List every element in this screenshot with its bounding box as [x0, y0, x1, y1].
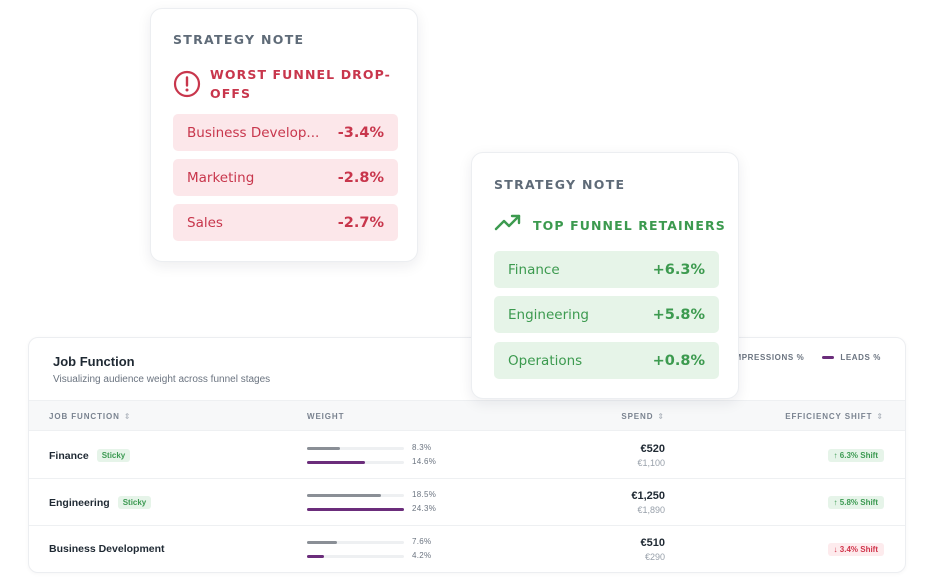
job-function-name: Business Development: [49, 543, 165, 555]
column-header-label: EFFICIENCY SHIFT: [785, 412, 873, 421]
legend-swatch-leads: [822, 356, 835, 359]
alert-circle-icon: [173, 70, 201, 103]
impressions-bar-line: 8.3%: [307, 442, 467, 456]
sticky-badge: Sticky: [117, 496, 152, 509]
leads-bar-line: 4.2%: [307, 550, 467, 564]
impressions-bar: [307, 494, 381, 497]
spend-secondary-value: €1,890: [637, 505, 665, 515]
leads-value: 14.6%: [412, 457, 437, 466]
column-header-label: SPEND: [621, 412, 654, 421]
note-list-item[interactable]: Finance +6.3%: [494, 251, 719, 288]
spend-cell: €510 €290: [641, 537, 665, 562]
table-subtitle: Visualizing audience weight across funne…: [53, 374, 271, 385]
impressions-value: 18.5%: [412, 490, 437, 499]
leads-value: 4.2%: [412, 551, 432, 560]
table-row[interactable]: Business Development 7.6% 4.2% €510 €290 ↓ 3.…: [29, 526, 905, 572]
job-function-name: Finance: [49, 449, 89, 462]
note-item-label: Business Develop...: [187, 124, 320, 141]
note-eyebrow: STRATEGY NOTE: [173, 32, 305, 47]
column-header-label: WEIGHT: [307, 412, 345, 421]
note-item-value: -3.4%: [337, 124, 384, 141]
leads-value: 24.3%: [412, 504, 437, 513]
leads-bar-track: [307, 555, 404, 558]
note-heading: WORST FUNNEL DROP- OFFS: [173, 65, 391, 103]
note-item-label: Finance: [508, 261, 560, 278]
table-row[interactable]: Engineering Sticky 18.5% 24.3% €1,250 €1,890 ↑…: [29, 479, 905, 526]
leads-bar-line: 24.3%: [307, 503, 467, 517]
impressions-bar-line: 7.6%: [307, 536, 467, 550]
job-function-card: Job Function Visualizing audience weight…: [28, 337, 906, 573]
impressions-bar: [307, 541, 337, 544]
note-item-value: +6.3%: [652, 261, 705, 278]
note-item-label: Operations: [508, 352, 583, 369]
weight-bars: 8.3% 14.6%: [307, 442, 467, 470]
spend-value: €510: [640, 537, 665, 549]
note-list-item[interactable]: Operations +0.8%: [494, 342, 719, 379]
efficiency-shift-badge: ↓ 3.4% Shift: [827, 543, 884, 556]
weight-bars: 7.6% 4.2%: [307, 536, 467, 564]
note-heading-line-1: WORST FUNNEL DROP-: [210, 67, 391, 82]
sort-icon: ⇕: [657, 412, 665, 421]
trending-up-icon: [494, 213, 524, 238]
note-item-value: -2.7%: [337, 214, 384, 231]
leads-bar: [307, 555, 324, 558]
leads-bar-track: [307, 461, 404, 464]
leads-bar: [307, 461, 365, 464]
table-title: Job Function: [53, 354, 135, 369]
column-header-weight: WEIGHT: [307, 412, 344, 421]
job-function-cell: Finance Sticky: [49, 449, 131, 462]
spend-secondary-value: €1,100: [637, 458, 665, 468]
spend-value: €520: [640, 443, 665, 455]
column-header-label: JOB FUNCTION: [49, 412, 120, 421]
impressions-value: 7.6%: [412, 537, 432, 546]
leads-bar-line: 14.6%: [307, 456, 467, 470]
note-list-item[interactable]: Business Develop... -3.4%: [173, 114, 398, 151]
legend-item-leads: LEADS %: [822, 353, 881, 362]
impressions-value: 8.3%: [412, 443, 432, 452]
note-eyebrow: STRATEGY NOTE: [494, 177, 626, 192]
note-heading-text: WORST FUNNEL DROP- OFFS: [210, 65, 391, 103]
note-item-value: +0.8%: [652, 352, 705, 369]
impressions-bar: [307, 447, 340, 450]
note-list-item[interactable]: Sales -2.7%: [173, 204, 398, 241]
note-heading-text: TOP FUNNEL RETAINERS: [533, 218, 726, 233]
note-list-item[interactable]: Marketing -2.8%: [173, 159, 398, 196]
column-header-efficiency-shift[interactable]: EFFICIENCY SHIFT ⇕: [785, 412, 884, 421]
table-row[interactable]: Finance Sticky 8.3% 14.6% €520 €1,100 ↑ 6.3% S…: [29, 432, 905, 479]
spend-value: €1,250: [631, 490, 665, 502]
leads-bar-track: [307, 508, 404, 511]
note-item-label: Sales: [187, 214, 223, 231]
column-header-job-function[interactable]: JOB FUNCTION ⇕: [49, 412, 131, 421]
spend-cell: €520 €1,100: [637, 443, 665, 468]
sort-icon: ⇕: [123, 412, 132, 421]
impressions-bar-track: [307, 494, 404, 497]
job-function-cell: Business Development: [49, 543, 165, 555]
sticky-badge: Sticky: [96, 449, 131, 462]
weight-bars: 18.5% 24.3%: [307, 489, 467, 517]
note-item-value: +5.8%: [652, 306, 705, 323]
table-header: JOB FUNCTION ⇕ WEIGHT SPEND ⇕ EFFICIENCY S…: [29, 400, 905, 431]
impressions-bar-track: [307, 447, 404, 450]
impressions-bar-track: [307, 541, 404, 544]
efficiency-shift-badge: ↑ 5.8% Shift: [827, 496, 884, 509]
leads-bar: [307, 508, 404, 511]
note-item-label: Engineering: [508, 306, 589, 323]
note-list-item[interactable]: Engineering +5.8%: [494, 296, 719, 333]
strategy-note-retainers: STRATEGY NOTE TOP FUNNEL RETAINERS Finan…: [471, 152, 739, 399]
spend-secondary-value: €290: [644, 552, 665, 562]
note-item-label: Marketing: [187, 169, 255, 186]
note-heading: TOP FUNNEL RETAINERS: [494, 213, 726, 238]
impressions-bar-line: 18.5%: [307, 489, 467, 503]
legend-label-leads: LEADS %: [840, 353, 881, 362]
column-header-spend[interactable]: SPEND ⇕: [621, 412, 665, 421]
spend-cell: €1,250 €1,890: [631, 490, 665, 515]
strategy-note-drop-offs: STRATEGY NOTE WORST FUNNEL DROP- OFFS Bu…: [150, 8, 418, 262]
efficiency-shift-badge: ↑ 6.3% Shift: [827, 449, 884, 462]
note-heading-line-2: OFFS: [210, 86, 252, 101]
job-function-cell: Engineering Sticky: [49, 496, 152, 509]
sort-icon: ⇕: [876, 412, 884, 421]
note-item-value: -2.8%: [337, 169, 384, 186]
job-function-name: Engineering: [49, 496, 110, 509]
legend-label-impressions: IMPRESSIONS %: [731, 353, 805, 362]
